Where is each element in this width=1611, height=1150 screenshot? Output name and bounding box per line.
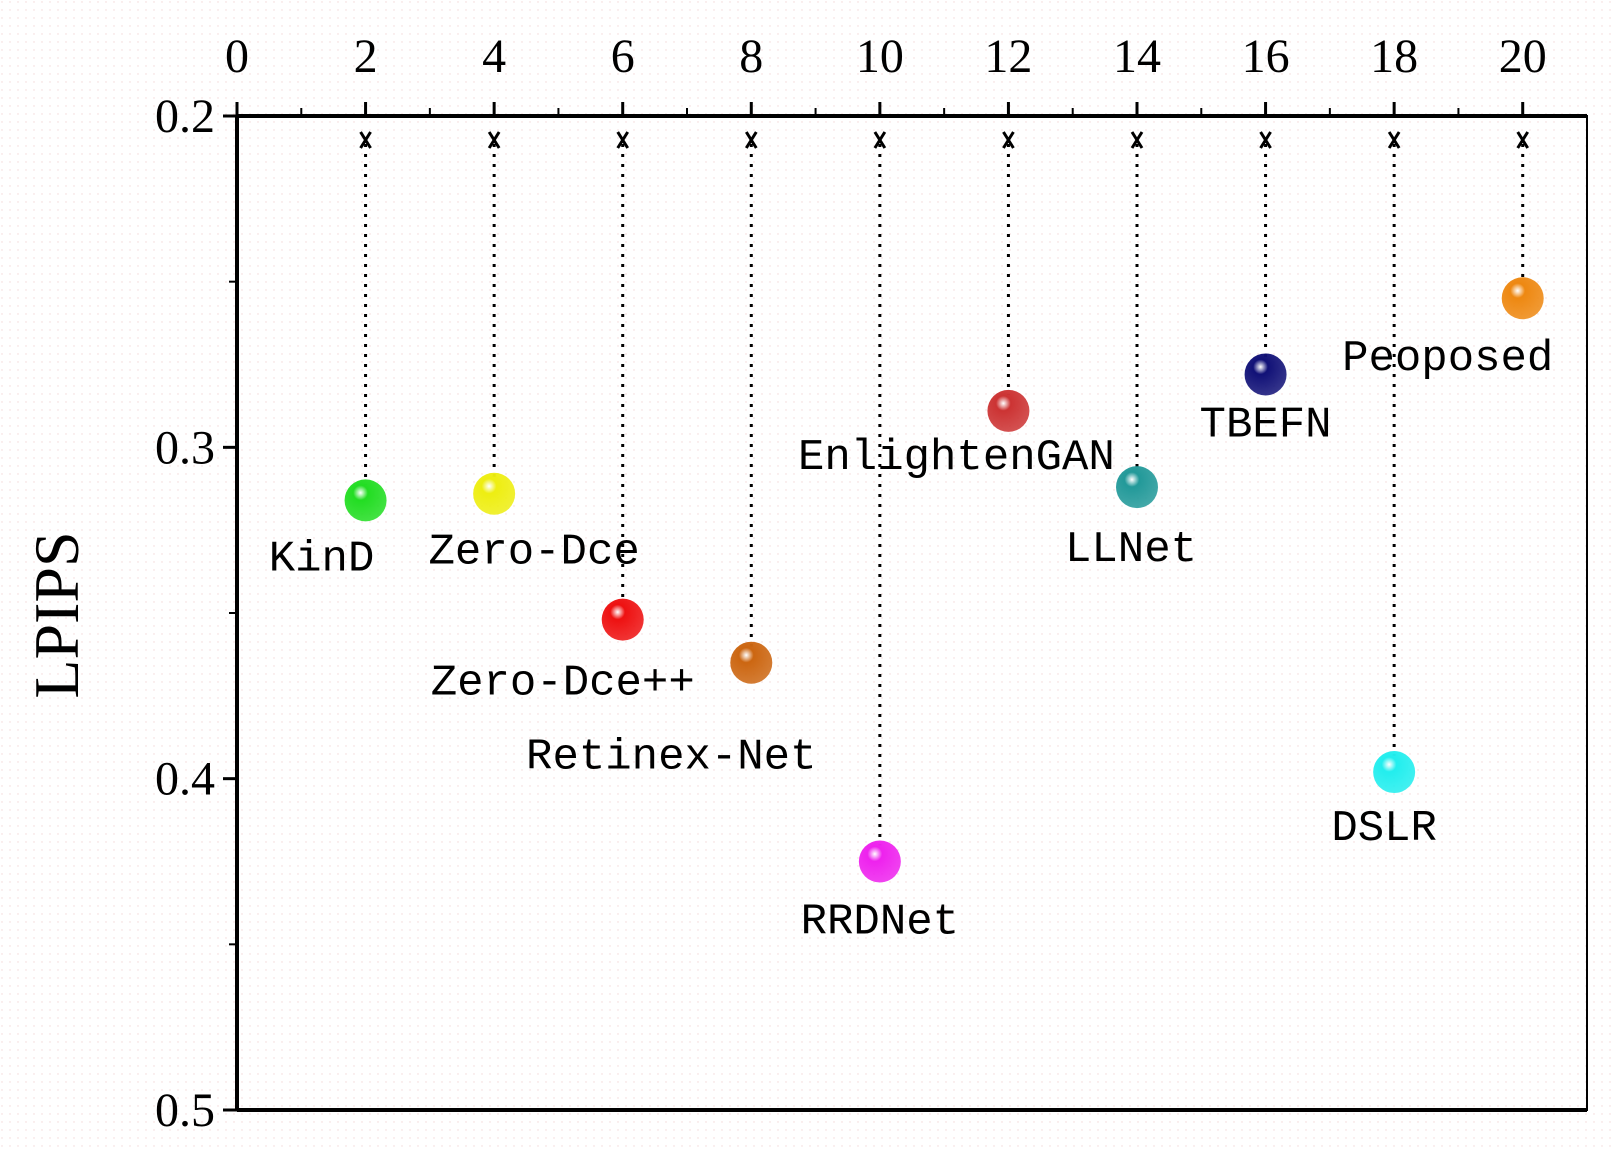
y-tick-label: 0.4 — [155, 753, 215, 806]
top-marker — [616, 131, 629, 149]
x-tick-label: 4 — [482, 30, 506, 83]
x-tick-label: 2 — [354, 30, 378, 83]
point-label: EnlightenGAN — [798, 433, 1115, 483]
point-label: Peoposed — [1342, 334, 1553, 384]
x-tick-label: 0 — [225, 30, 249, 83]
point-label: LLNet — [1065, 525, 1197, 575]
point — [601, 598, 644, 641]
top-marker — [1387, 131, 1401, 149]
x-tick-label: 8 — [739, 30, 763, 83]
top-marker — [873, 131, 887, 149]
point — [987, 389, 1030, 432]
y-tick-label: 0.5 — [155, 1084, 215, 1137]
x-tick-label: 14 — [1113, 30, 1161, 83]
point — [1116, 466, 1158, 509]
top-marker — [1130, 131, 1144, 149]
x-tick-label: 12 — [984, 30, 1032, 83]
point — [1373, 751, 1416, 794]
point-label: DSLR — [1331, 804, 1437, 854]
x-tick-label: 16 — [1242, 30, 1290, 83]
y-tick-label: 0.3 — [155, 421, 215, 474]
point — [730, 641, 773, 684]
point — [1501, 277, 1544, 320]
point — [1244, 353, 1287, 396]
y-tick-label: 0.2 — [155, 90, 215, 143]
top-marker — [487, 131, 501, 149]
point-label: Retinex-Net — [526, 733, 816, 783]
point — [473, 472, 516, 515]
x-tick-label: 10 — [856, 30, 904, 83]
top-marker — [1259, 131, 1272, 149]
top-marker — [1516, 131, 1529, 149]
x-tick-label: 18 — [1370, 30, 1418, 83]
point — [344, 479, 387, 522]
point-label: Zero-Dce++ — [431, 659, 695, 709]
point — [858, 840, 901, 883]
top-marker — [745, 131, 758, 149]
point-label: RRDNet — [801, 898, 959, 948]
point-label: TBEFN — [1200, 400, 1332, 450]
point-label: Zero-Dce — [429, 528, 640, 578]
top-marker — [359, 131, 372, 149]
top-marker — [1002, 131, 1015, 149]
point-label: KinD — [269, 534, 375, 584]
x-tick-label: 6 — [611, 30, 635, 83]
y-axis-title: LPIPS — [21, 531, 92, 698]
x-tick-label: 20 — [1499, 30, 1547, 83]
